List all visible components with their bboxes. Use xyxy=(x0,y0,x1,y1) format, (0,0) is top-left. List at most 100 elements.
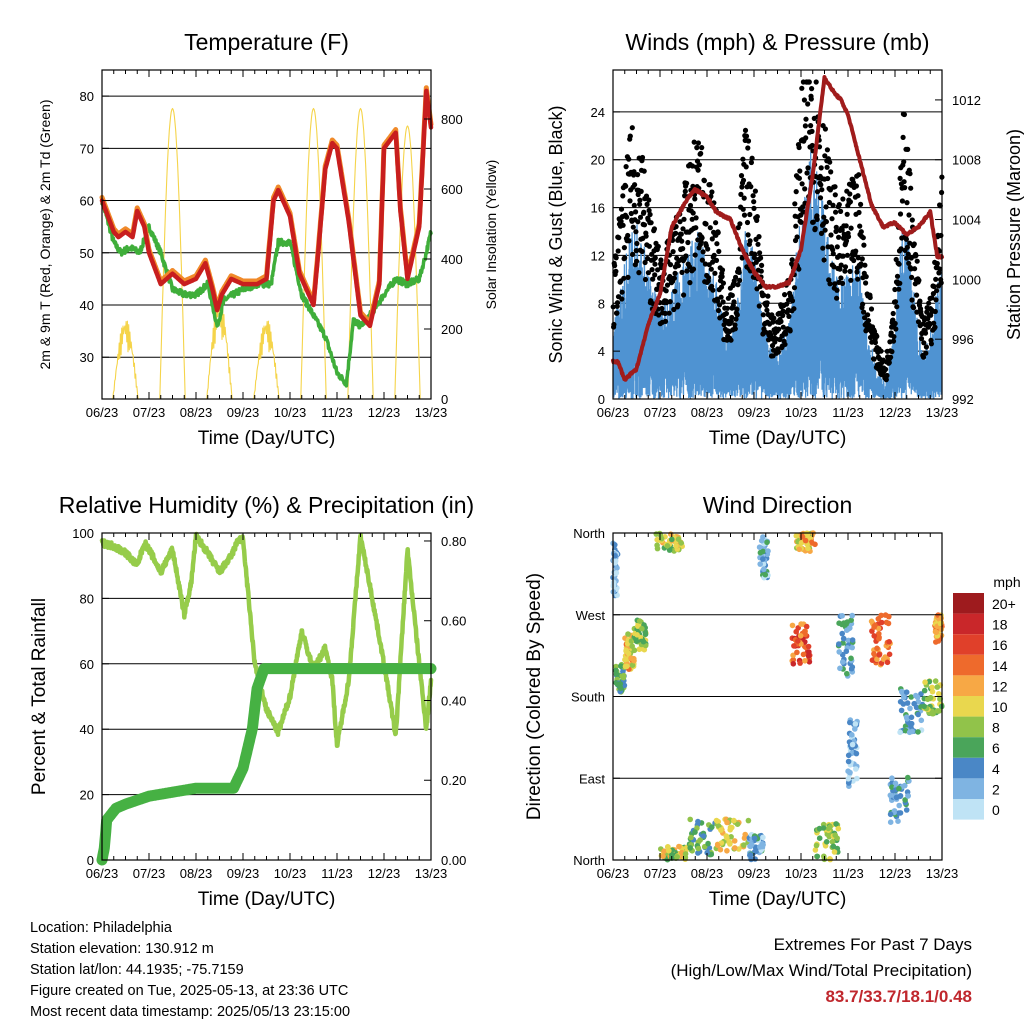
gust-point xyxy=(745,138,752,144)
wind-direction-point xyxy=(839,630,845,637)
gust-point xyxy=(848,277,854,283)
location-text: Location: Philadelphia xyxy=(30,920,172,936)
gust-point xyxy=(616,235,622,241)
gust-point xyxy=(745,232,751,238)
gust-point xyxy=(889,349,895,355)
y-tick-label: 80 xyxy=(80,591,94,606)
gust-point xyxy=(918,336,925,342)
gust-point xyxy=(633,248,639,254)
legend-label: 14 xyxy=(992,658,1008,674)
y-tick-label: 4 xyxy=(598,344,605,359)
wind-direction-point xyxy=(660,853,666,860)
wind-direction-point xyxy=(751,835,758,842)
gust-point xyxy=(903,236,910,242)
x-axis-label: Time (Day/UTC) xyxy=(709,889,847,910)
gust-point xyxy=(673,230,679,236)
wind-direction-point xyxy=(796,546,803,553)
gust-point xyxy=(637,197,643,203)
x-tick-label: 12/23 xyxy=(368,866,401,881)
legend-title: mph xyxy=(993,574,1020,590)
gust-point xyxy=(713,257,720,263)
gust-point xyxy=(844,211,850,217)
wind-direction-point xyxy=(634,632,640,638)
gust-point xyxy=(820,245,826,251)
gust-point xyxy=(800,209,806,215)
wind-direction-point xyxy=(871,651,877,657)
gust-point xyxy=(842,264,849,270)
gust-point xyxy=(809,86,815,92)
gust-point xyxy=(817,195,824,201)
wind-direction-point xyxy=(636,618,643,624)
gust-point xyxy=(652,272,658,278)
gust-point xyxy=(904,255,910,261)
wind-direction-point xyxy=(929,688,936,695)
wind-direction-point xyxy=(871,633,877,639)
gust-point xyxy=(614,300,621,306)
gust-point xyxy=(758,255,764,261)
gust-point xyxy=(719,267,726,273)
wind-direction-point xyxy=(765,548,771,554)
gust-point xyxy=(865,312,871,318)
gust-point xyxy=(709,236,715,242)
wind-direction-point xyxy=(665,844,671,850)
gust-point xyxy=(834,244,840,250)
legend-swatch xyxy=(953,654,984,676)
gust-point xyxy=(782,341,788,347)
gust-point xyxy=(858,229,864,235)
gust-point xyxy=(902,185,908,191)
wind-direction-point xyxy=(849,732,855,738)
gust-point xyxy=(914,309,920,315)
gust-point xyxy=(631,169,637,175)
gust-point xyxy=(635,172,641,178)
gust-point xyxy=(904,244,911,250)
gust-point xyxy=(696,162,703,168)
gust-point xyxy=(627,133,633,139)
wind-direction-point xyxy=(908,714,915,721)
gust-point xyxy=(701,178,708,184)
y-right-tick-label: 0.00 xyxy=(441,853,466,868)
y-right-tick-label: 996 xyxy=(952,332,974,347)
x-tick-label: 10/23 xyxy=(785,405,818,420)
gust-point xyxy=(838,275,844,281)
gust-point xyxy=(716,302,723,308)
wind-direction-point xyxy=(806,649,812,655)
gust-point xyxy=(687,264,693,270)
wind-direction-point xyxy=(886,613,892,620)
wind-direction-point xyxy=(756,544,763,550)
wind-direction-point xyxy=(747,843,753,849)
wind-direction-point xyxy=(908,720,915,727)
gust-point xyxy=(765,293,771,299)
gust-point xyxy=(860,301,866,307)
gust-point xyxy=(659,305,665,312)
gust-point xyxy=(780,312,786,319)
x-tick-label: 10/23 xyxy=(785,866,818,881)
gust-point xyxy=(824,164,830,170)
wind-direction-point xyxy=(614,565,620,571)
wind-direction-point xyxy=(938,615,944,621)
gust-point xyxy=(621,275,627,281)
wind-direction-point xyxy=(898,707,905,714)
solar-insolation-line xyxy=(300,107,327,399)
wind-direction-point xyxy=(759,843,765,850)
gust-point xyxy=(680,226,686,232)
x-tick-label: 08/23 xyxy=(180,405,213,420)
legend-label: 12 xyxy=(992,678,1008,694)
gust-point xyxy=(843,223,849,229)
wind-direction-point xyxy=(895,818,901,824)
gust-point xyxy=(758,268,764,274)
plot-frame xyxy=(101,532,432,861)
gust-point xyxy=(896,261,902,267)
gust-point xyxy=(650,276,656,282)
gust-point xyxy=(641,222,648,228)
wind-direction-point xyxy=(797,660,803,666)
gust-point xyxy=(907,171,913,177)
wind-direction-point xyxy=(889,775,895,781)
gust-point xyxy=(684,180,690,186)
elevation-text: Station elevation: 130.912 m xyxy=(30,941,214,957)
legend-label: 2 xyxy=(992,781,1000,797)
gust-point xyxy=(828,169,834,175)
gust-point xyxy=(719,274,725,280)
wind-direction-point xyxy=(896,802,902,809)
extremes-values: 83.7/33.7/18.1/0.48 xyxy=(825,987,972,1006)
gust-point xyxy=(709,283,715,289)
